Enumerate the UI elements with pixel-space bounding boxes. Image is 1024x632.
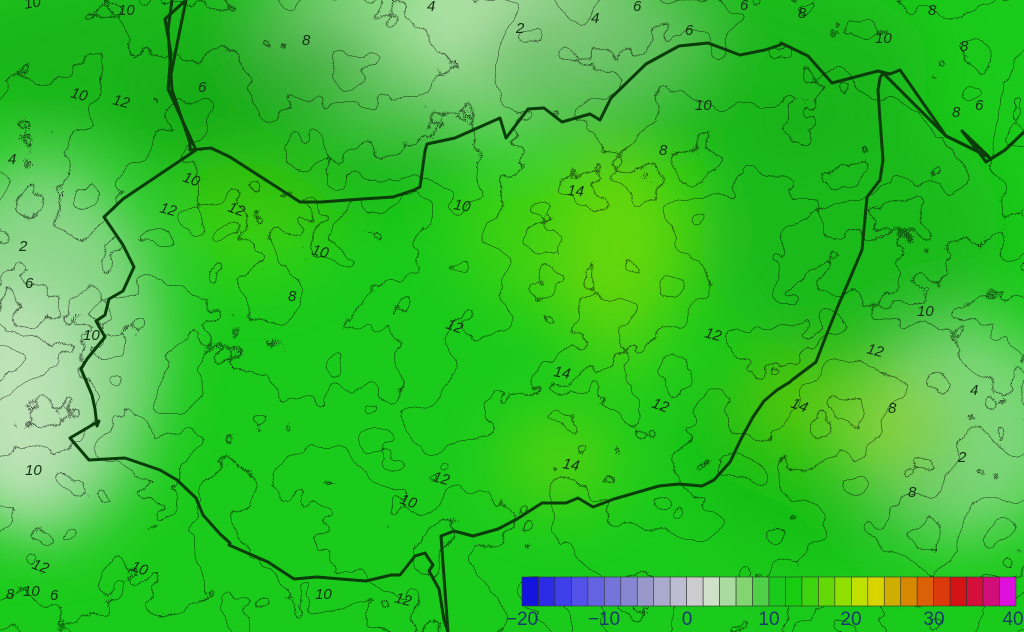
svg-text:10: 10 (875, 30, 892, 47)
svg-text:4: 4 (8, 151, 16, 168)
svg-text:10: 10 (23, 583, 40, 600)
svg-text:6: 6 (975, 97, 984, 114)
svg-text:−20: −20 (506, 609, 538, 630)
svg-text:6: 6 (685, 22, 694, 39)
svg-text:8: 8 (6, 586, 15, 603)
svg-text:6: 6 (50, 587, 59, 604)
svg-text:8: 8 (928, 2, 937, 19)
svg-text:6: 6 (25, 275, 34, 292)
svg-text:14: 14 (552, 363, 571, 383)
svg-text:8: 8 (798, 5, 807, 22)
svg-text:6: 6 (198, 79, 207, 96)
svg-text:8: 8 (659, 142, 668, 159)
svg-text:−10: −10 (588, 609, 620, 630)
svg-text:10: 10 (25, 462, 42, 479)
svg-text:6: 6 (740, 0, 749, 14)
svg-text:2: 2 (515, 20, 525, 37)
svg-text:10: 10 (83, 327, 100, 344)
svg-text:8: 8 (952, 104, 961, 121)
svg-text:10: 10 (917, 303, 934, 320)
svg-text:6: 6 (633, 0, 642, 15)
svg-text:0: 0 (682, 609, 693, 630)
svg-text:8: 8 (302, 32, 311, 49)
svg-text:20: 20 (840, 609, 861, 630)
svg-text:40: 40 (1002, 609, 1023, 630)
svg-text:30: 30 (923, 609, 944, 630)
svg-text:14: 14 (567, 182, 585, 200)
svg-text:10: 10 (758, 609, 779, 630)
svg-text:8: 8 (888, 400, 897, 417)
svg-text:2: 2 (957, 449, 967, 466)
svg-text:14: 14 (561, 455, 580, 475)
svg-text:2: 2 (18, 238, 28, 255)
svg-text:10: 10 (315, 586, 332, 603)
svg-text:10: 10 (695, 97, 712, 114)
svg-text:8: 8 (288, 288, 297, 305)
svg-text:4: 4 (970, 382, 978, 399)
svg-text:8: 8 (908, 484, 917, 501)
svg-text:4: 4 (591, 10, 599, 27)
svg-text:4: 4 (427, 0, 435, 15)
svg-text:8: 8 (960, 38, 969, 55)
svg-text:10: 10 (118, 2, 135, 19)
